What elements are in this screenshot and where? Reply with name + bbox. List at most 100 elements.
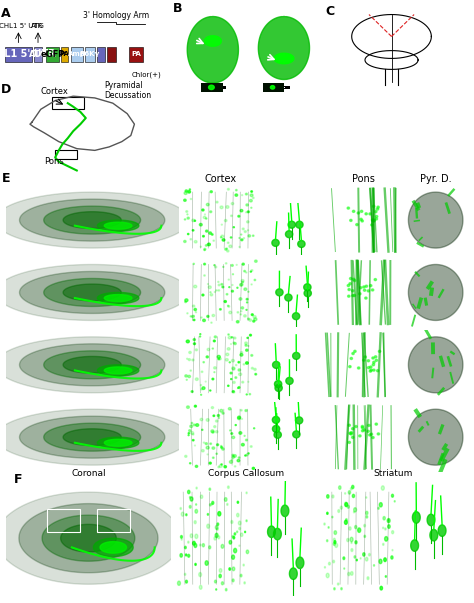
Polygon shape	[219, 465, 222, 467]
Polygon shape	[236, 364, 237, 365]
Polygon shape	[183, 241, 186, 242]
Polygon shape	[385, 528, 386, 530]
Polygon shape	[246, 309, 247, 310]
Polygon shape	[186, 210, 188, 212]
Polygon shape	[234, 343, 236, 345]
Polygon shape	[271, 86, 274, 89]
Polygon shape	[188, 554, 190, 557]
Polygon shape	[204, 264, 206, 265]
Polygon shape	[221, 235, 224, 238]
Polygon shape	[372, 437, 374, 438]
Polygon shape	[350, 537, 353, 541]
Polygon shape	[366, 516, 368, 518]
Polygon shape	[190, 463, 191, 464]
Polygon shape	[353, 210, 355, 212]
Polygon shape	[238, 521, 241, 525]
Polygon shape	[201, 449, 204, 452]
Polygon shape	[272, 239, 279, 247]
Polygon shape	[346, 538, 349, 541]
Polygon shape	[250, 446, 252, 447]
Polygon shape	[244, 435, 245, 437]
Polygon shape	[231, 215, 232, 216]
Polygon shape	[296, 221, 303, 228]
Polygon shape	[208, 243, 210, 245]
Bar	[71, 46, 83, 62]
Polygon shape	[216, 589, 217, 590]
Polygon shape	[250, 271, 251, 272]
Text: eGFP: eGFP	[40, 50, 65, 59]
Polygon shape	[180, 508, 182, 510]
Polygon shape	[184, 192, 187, 195]
Polygon shape	[333, 538, 335, 541]
Polygon shape	[222, 412, 224, 414]
Polygon shape	[202, 209, 204, 211]
Polygon shape	[193, 424, 195, 426]
Polygon shape	[204, 36, 221, 46]
Polygon shape	[240, 353, 243, 356]
Polygon shape	[189, 189, 191, 190]
Polygon shape	[204, 275, 205, 276]
Polygon shape	[292, 313, 300, 320]
Polygon shape	[189, 505, 191, 508]
Polygon shape	[246, 394, 247, 395]
Polygon shape	[224, 466, 227, 468]
Polygon shape	[228, 486, 229, 488]
Polygon shape	[218, 511, 221, 516]
Polygon shape	[196, 424, 199, 426]
Polygon shape	[253, 235, 254, 236]
Polygon shape	[230, 237, 232, 238]
Polygon shape	[246, 193, 247, 195]
Polygon shape	[292, 352, 300, 359]
Polygon shape	[380, 586, 383, 590]
Polygon shape	[375, 215, 378, 218]
Polygon shape	[241, 239, 243, 241]
Polygon shape	[387, 519, 390, 523]
Polygon shape	[221, 283, 223, 285]
Polygon shape	[304, 289, 311, 297]
Polygon shape	[251, 367, 254, 369]
Polygon shape	[253, 315, 256, 318]
Text: Pyramidal
Decussation: Pyramidal Decussation	[104, 81, 151, 100]
Polygon shape	[210, 504, 211, 506]
Polygon shape	[194, 520, 196, 524]
Polygon shape	[218, 466, 219, 468]
Text: C: C	[325, 5, 334, 18]
Polygon shape	[217, 528, 218, 530]
Text: PA: PA	[60, 51, 69, 57]
Bar	[213, 87, 221, 88]
Polygon shape	[205, 443, 208, 444]
Polygon shape	[276, 289, 283, 296]
Polygon shape	[238, 362, 240, 363]
Polygon shape	[355, 525, 357, 529]
Polygon shape	[361, 425, 364, 428]
Polygon shape	[333, 543, 335, 545]
Polygon shape	[224, 300, 227, 303]
Text: Pons: Pons	[45, 157, 64, 166]
Polygon shape	[244, 288, 247, 291]
Polygon shape	[345, 520, 347, 525]
Polygon shape	[231, 290, 234, 292]
Polygon shape	[195, 563, 196, 566]
Polygon shape	[273, 417, 280, 423]
Polygon shape	[251, 270, 253, 271]
Polygon shape	[246, 550, 249, 554]
Polygon shape	[204, 250, 205, 251]
Polygon shape	[228, 408, 231, 410]
Polygon shape	[234, 533, 236, 535]
Polygon shape	[19, 504, 158, 573]
Polygon shape	[242, 418, 243, 419]
Polygon shape	[185, 554, 187, 556]
Polygon shape	[348, 441, 350, 443]
Polygon shape	[191, 391, 193, 393]
Polygon shape	[347, 285, 350, 286]
Polygon shape	[212, 501, 214, 504]
Polygon shape	[63, 429, 121, 446]
Polygon shape	[184, 573, 186, 575]
Polygon shape	[199, 572, 201, 576]
Polygon shape	[285, 231, 293, 238]
Polygon shape	[378, 350, 381, 352]
Polygon shape	[247, 318, 249, 320]
Polygon shape	[202, 387, 205, 390]
Polygon shape	[392, 531, 394, 534]
Polygon shape	[349, 277, 352, 280]
